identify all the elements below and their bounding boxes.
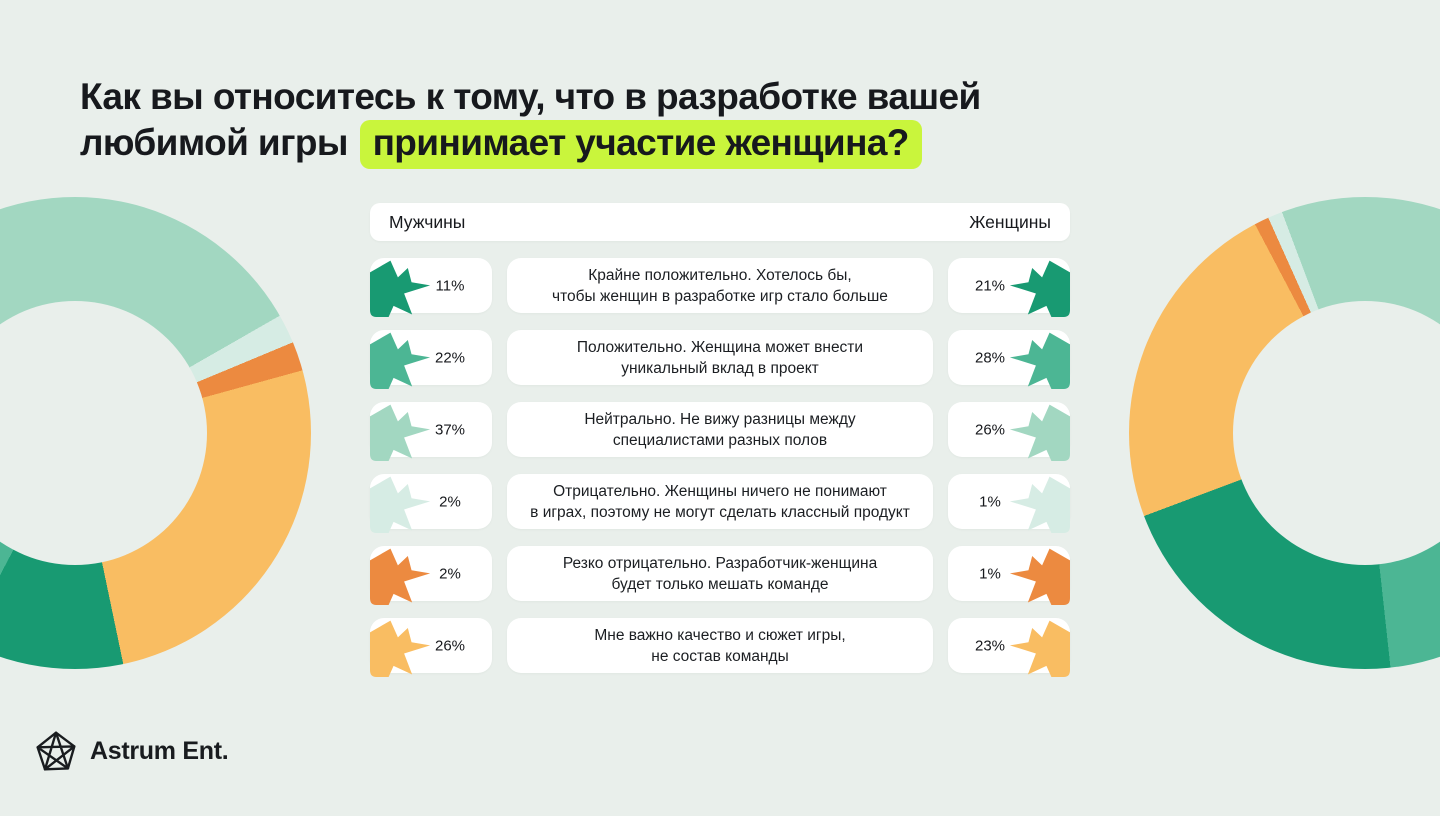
men-percent-card: 2%	[370, 546, 492, 605]
answer-text-line: не состав команды	[651, 647, 789, 665]
answer-text-line: будет только мешать команде	[611, 575, 829, 593]
answer-text-card: Положительно. Женщина может внести уникал…	[507, 330, 933, 385]
women-percent-card: 26%	[948, 402, 1070, 461]
header-men-label: Мужчины	[389, 211, 466, 232]
answer-text-line: в играх, поэтому не могут сделать классн…	[530, 503, 910, 521]
men-percent-value: 22%	[434, 349, 466, 366]
men-percent-value: 2%	[439, 565, 461, 582]
answer-text-card: Нейтрально. Не вижу разницы между специал…	[507, 402, 933, 457]
women-percent-value: 26%	[974, 421, 1006, 438]
answer-text-line: специалистами разных полов	[612, 431, 828, 449]
men-percent-card: 26%	[370, 618, 492, 677]
table-row: 2% Отрицательно. Женщины ничего не понима…	[370, 474, 1070, 533]
answer-text-line: Отрицательно. Женщины ничего не понимают	[553, 482, 887, 500]
answer-text-line: Положительно. Женщина может внести	[576, 338, 864, 356]
answer-text-line: Нейтрально. Не вижу разницы между	[584, 410, 856, 428]
title-highlight: принимает участие женщина?	[359, 120, 922, 169]
table-row: 11% Крайне положительно. Хотелось бы, чтоб…	[370, 258, 1070, 317]
women-percent-value: 23%	[974, 637, 1006, 654]
answer-text-line: чтобы женщин в разработке игр стало боль…	[552, 287, 888, 305]
answer-text-card: Мне важно качество и сюжет игры, не соста…	[507, 618, 933, 673]
table-header: Мужчины Женщины	[370, 203, 1070, 241]
answer-text-card: Крайне положительно. Хотелось бы, чтобы ж…	[507, 258, 933, 313]
splat-icon	[370, 476, 431, 533]
table-rows: 11% Крайне положительно. Хотелось бы, чтоб…	[370, 258, 1070, 677]
men-percent-card: 37%	[370, 402, 492, 461]
splat-icon	[1009, 260, 1070, 317]
header-women-label: Женщины	[969, 211, 1051, 232]
splat-icon	[1009, 476, 1070, 533]
women-percent-card: 21%	[948, 258, 1070, 317]
answer-text-card: Резко отрицательно. Разработчик-женщина б…	[507, 546, 933, 601]
women-percent-card: 1%	[948, 546, 1070, 605]
women-percent-value: 21%	[974, 277, 1006, 294]
brand-logo: Astrum Ent.	[34, 729, 229, 773]
brand-name: Astrum Ent.	[90, 736, 229, 765]
splat-icon	[1009, 332, 1070, 389]
table-row: 26% Мне важно качество и сюжет игры, не со…	[370, 618, 1070, 677]
table-row: 37% Нейтрально. Не вижу разницы между спец…	[370, 402, 1070, 461]
title-line2-prefix: любимой игры	[80, 122, 358, 163]
answer-text-line: уникальный вклад в проект	[621, 359, 819, 377]
answer-text-line: Мне важно качество и сюжет игры,	[594, 626, 846, 644]
splat-icon	[370, 404, 431, 461]
donut-chart-men	[0, 197, 311, 669]
men-percent-value: 26%	[434, 637, 466, 654]
women-percent-card: 23%	[948, 618, 1070, 677]
men-percent-value: 37%	[434, 421, 466, 438]
men-percent-card: 22%	[370, 330, 492, 389]
women-percent-value: 28%	[974, 349, 1006, 366]
answer-text-card: Отрицательно. Женщины ничего не понимают…	[507, 474, 933, 529]
survey-results-table: Мужчины Женщины 11% Крайне положительно. …	[370, 203, 1070, 690]
page-title: Как вы относитесь к тому, что в разработ…	[80, 74, 981, 169]
splat-icon	[370, 332, 431, 389]
answer-text-line: Резко отрицательно. Разработчик-женщина	[562, 554, 878, 572]
splat-icon	[370, 548, 431, 605]
title-line1: Как вы относитесь к тому, что в разработ…	[80, 76, 981, 117]
splat-icon	[370, 620, 431, 677]
splat-icon	[370, 260, 431, 317]
men-percent-value: 11%	[435, 277, 465, 294]
women-percent-card: 1%	[948, 474, 1070, 533]
men-percent-card: 11%	[370, 258, 492, 317]
table-row: 2% Резко отрицательно. Разработчик-женщин…	[370, 546, 1070, 605]
women-percent-value: 1%	[979, 565, 1001, 582]
splat-icon	[1009, 548, 1070, 605]
men-percent-value: 2%	[439, 493, 461, 510]
answer-text-line: Крайне положительно. Хотелось бы,	[588, 266, 852, 284]
pentagon-star-icon	[36, 731, 76, 771]
table-row: 22% Положительно. Женщина может внести уни…	[370, 330, 1070, 389]
men-percent-card: 2%	[370, 474, 492, 533]
splat-icon	[1009, 620, 1070, 677]
women-percent-card: 28%	[948, 330, 1070, 389]
donut-chart-women	[1129, 197, 1440, 669]
splat-icon	[1009, 404, 1070, 461]
women-percent-value: 1%	[979, 493, 1001, 510]
